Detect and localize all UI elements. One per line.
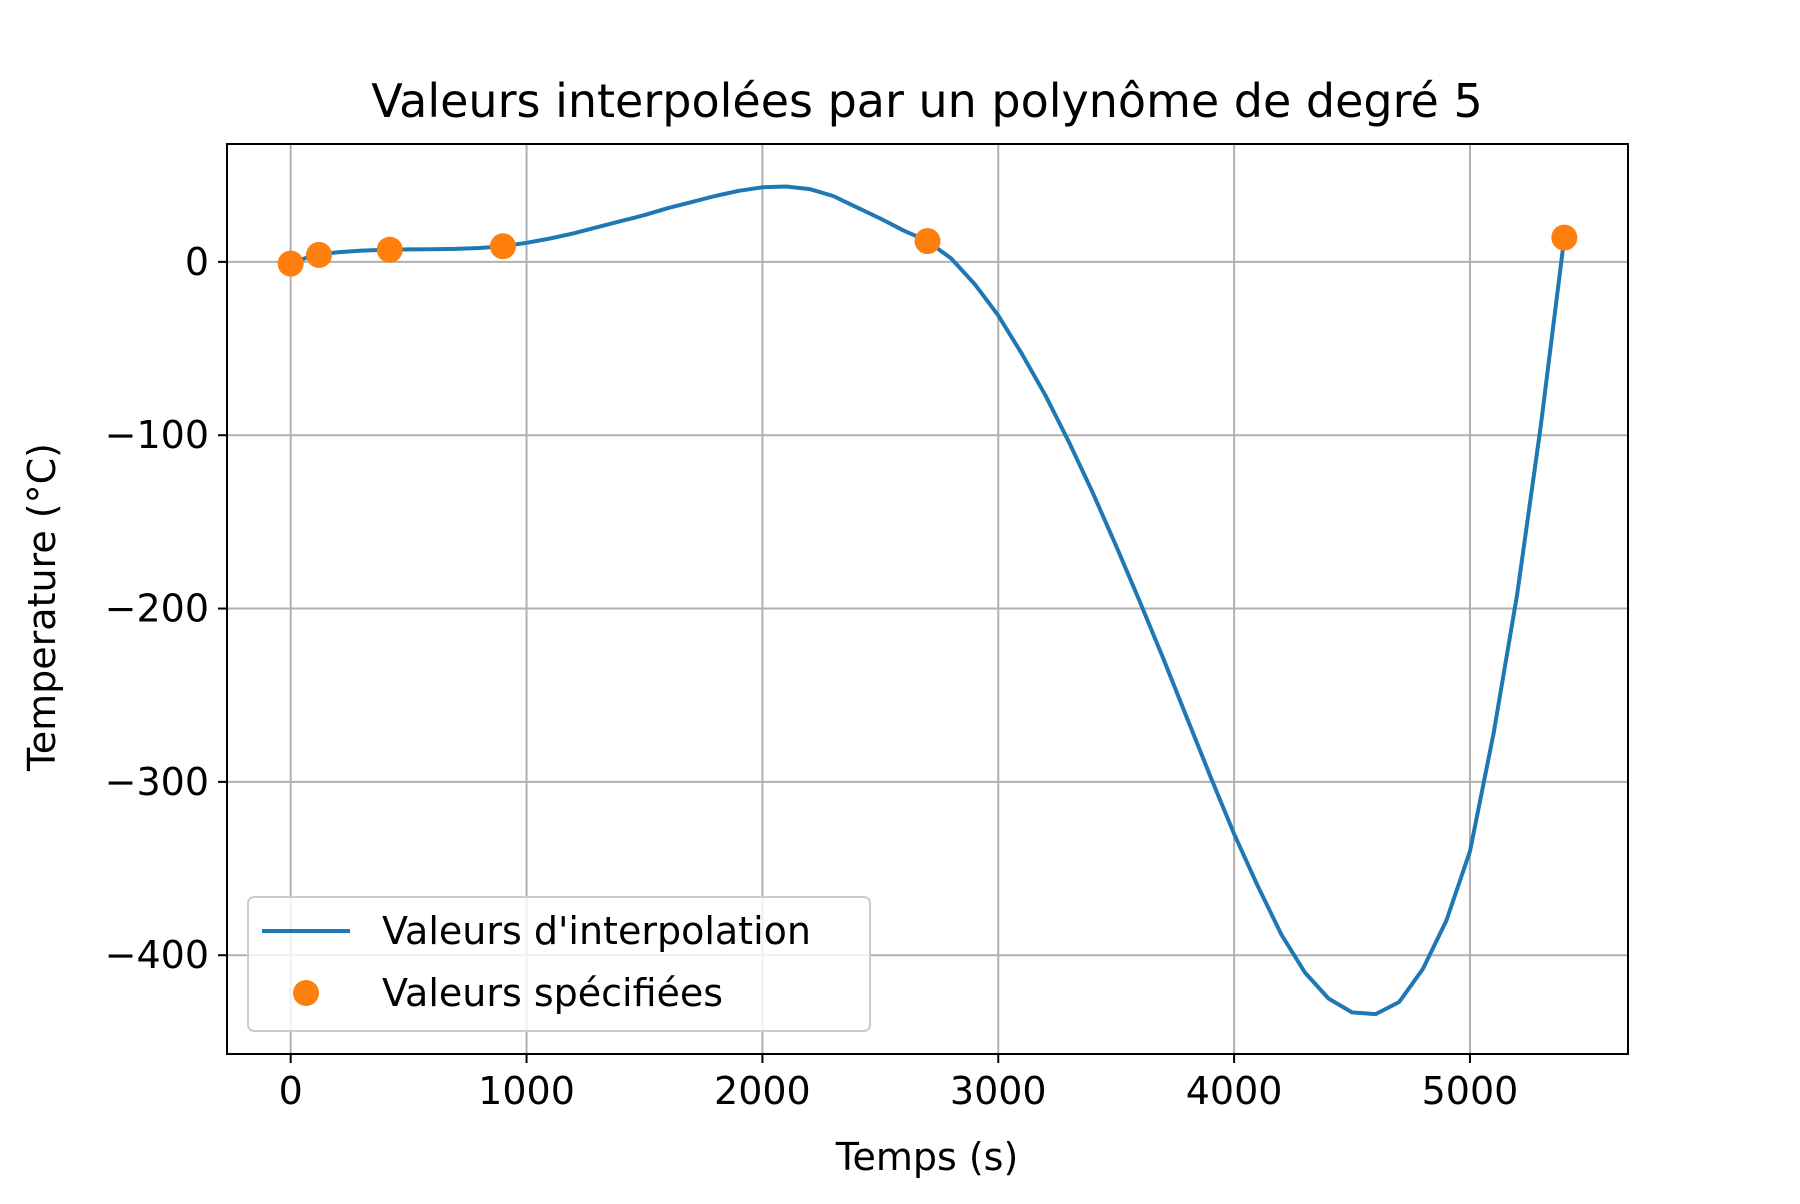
legend: Valeurs d'interpolation Valeurs spécifié…: [247, 896, 871, 1032]
specified-point: [914, 228, 941, 255]
specified-point: [1551, 224, 1578, 251]
x-tick-label: 2000: [714, 1069, 811, 1113]
legend-frame: [247, 896, 871, 1032]
x-tick-label: 5000: [1422, 1069, 1519, 1113]
x-tick-label: 0: [279, 1069, 303, 1113]
tick-layer: 0 1000 2000 3000 4000 5000 0 −100 −200 −300 −400: [105, 240, 1519, 1113]
legend-dot-swatch: [293, 980, 319, 1006]
series-layer: [277, 184, 1578, 1017]
y-tick-label: −300: [105, 760, 209, 804]
y-tick-label: −100: [105, 413, 209, 457]
y-tick-label: 0: [185, 240, 209, 284]
x-tick-label: 4000: [1186, 1069, 1283, 1113]
y-tick-label: −400: [105, 933, 209, 977]
chart-title: Valeurs interpolées par un polynôme de d…: [371, 74, 1482, 128]
legend-label-interpolation: Valeurs d'interpolation: [382, 909, 811, 953]
legend-label-specified: Valeurs spécifiées: [382, 971, 723, 1015]
y-tick-label: −200: [105, 587, 209, 631]
specified-point: [305, 241, 332, 268]
x-axis-title: Temps (s): [835, 1135, 1019, 1179]
specified-point: [489, 233, 516, 260]
specified-point: [376, 236, 403, 263]
y-axis-title: Temperature (°C): [20, 443, 64, 772]
x-tick-label: 3000: [950, 1069, 1047, 1113]
specified-point: [277, 250, 304, 277]
interpolation-line: [290, 184, 1567, 1017]
x-tick-label: 1000: [478, 1069, 575, 1113]
plot-frame: [226, 143, 1629, 1055]
